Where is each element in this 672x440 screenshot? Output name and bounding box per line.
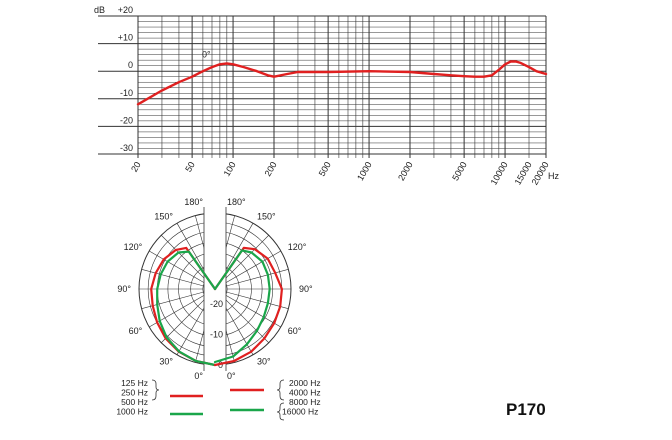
polar-grid-radial xyxy=(161,235,207,281)
polar-radial-label: -20 xyxy=(210,299,223,309)
legend-left-green-label: 1000 Hz xyxy=(116,407,148,417)
frequency-response-chart: +20 +10 0 -10 -20 -30 dB 20 50 100 200 500 1000 2000 5… xyxy=(94,5,559,187)
freq-x-tick-label: 200 xyxy=(263,160,279,178)
freq-y-tick-label: 0 xyxy=(128,60,133,70)
legend-left-brace xyxy=(151,379,160,401)
polar-grid-radial xyxy=(149,250,205,284)
legend-right-brace xyxy=(276,379,285,421)
freq-x-tick-label: 1000 xyxy=(355,160,374,182)
freq-y-tick-label: -20 xyxy=(120,115,133,125)
freq-y-tick-label: -10 xyxy=(120,88,133,98)
polar-pattern-right-red xyxy=(213,246,283,367)
polar-pattern-left-green xyxy=(156,250,217,367)
polar-grid-radial xyxy=(223,297,269,343)
freq-y-axis-label: dB xyxy=(94,5,105,15)
freq-y-tick-label: +20 xyxy=(118,5,133,15)
polar-angle-label: 0° xyxy=(194,371,203,381)
legend-right-green-label: 16000 Hz xyxy=(282,407,318,417)
polar-grid-radial xyxy=(161,297,207,343)
polar-radial-label: -10 xyxy=(210,330,223,340)
polar-angle-label: 150° xyxy=(154,211,173,221)
polar-angle-label: 30° xyxy=(159,357,173,367)
polar-angle-label: 120° xyxy=(288,242,307,252)
polar-grid-radial xyxy=(149,294,205,328)
freq-y-tick-label: +10 xyxy=(118,33,133,43)
legend-left-red-label: 125 Hz xyxy=(121,378,148,388)
freq-x-tick-label: 2000 xyxy=(396,160,415,182)
polar-angle-label: 180° xyxy=(227,197,246,207)
freq-x-axis-label: Hz xyxy=(548,171,559,181)
polar-angle-label: 90° xyxy=(117,284,131,294)
legend-left-red-label: 250 Hz xyxy=(121,388,148,398)
polar-grid-radial xyxy=(226,269,289,287)
legend-left-red-label: 500 Hz xyxy=(121,397,148,407)
polar-angle-label: 30° xyxy=(257,357,271,367)
legend-right-red-label: 8000 Hz xyxy=(289,397,321,407)
freq-response-line xyxy=(136,60,548,106)
polar-radial-label: 0 xyxy=(218,360,223,370)
legend-right-red-label: 4000 Hz xyxy=(289,388,321,398)
polar-angle-label: 60° xyxy=(129,326,143,336)
polar-grid-radial xyxy=(226,291,289,309)
polar-angle-label: 90° xyxy=(299,284,313,294)
freq-x-tick-label: 5000 xyxy=(450,160,469,182)
freq-x-tick-label: 100 xyxy=(222,160,238,178)
freq-annotation: 0° xyxy=(202,49,211,59)
polar-angle-label: 180° xyxy=(184,197,203,207)
polar-pattern-chart: -20 -10 0 180° 150° 120° 90° 60° 30° 0° 180° 150° 12… xyxy=(117,197,313,381)
freq-x-tick-label: 10000 xyxy=(489,160,510,187)
polar-grid-radial xyxy=(141,269,204,287)
freq-y-tick-label: -30 xyxy=(120,143,133,153)
polar-grid-radial xyxy=(225,294,281,328)
polar-angle-label: 60° xyxy=(288,326,302,336)
polar-angle-label: 120° xyxy=(124,242,143,252)
model-name: P170 xyxy=(506,400,546,419)
freq-x-tick-label: 500 xyxy=(317,160,333,178)
freq-x-tick-label: 50 xyxy=(183,160,197,174)
polar-grid-radial xyxy=(225,250,281,284)
polar-angle-label: 150° xyxy=(257,211,276,221)
polar-angle-label: 0° xyxy=(227,371,236,381)
polar-pattern-right-green xyxy=(213,249,271,364)
legend-right-red-label: 2000 Hz xyxy=(289,378,321,388)
freq-x-tick-label: 20 xyxy=(129,160,143,174)
polar-grid-radial xyxy=(223,235,269,281)
